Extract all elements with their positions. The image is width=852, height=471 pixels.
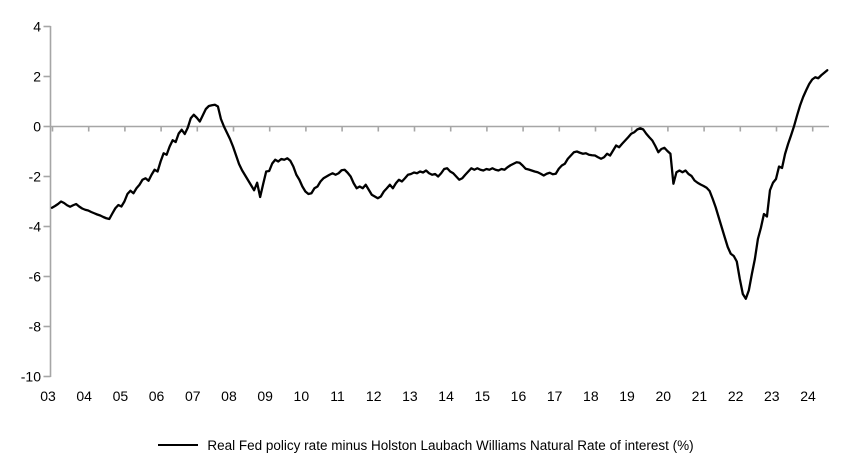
y-axis-tick-label: 0 [33, 119, 41, 135]
x-axis-tick-label: 14 [438, 388, 454, 404]
y-axis-tick-label: -8 [29, 319, 42, 335]
x-axis-tick-label: 05 [113, 388, 129, 404]
x-axis-tick-label: 08 [221, 388, 237, 404]
legend-label: Real Fed policy rate minus Holston Lauba… [207, 437, 694, 453]
chart-legend: Real Fed policy rate minus Holston Lauba… [0, 435, 852, 455]
x-axis-tick-label: 20 [655, 388, 671, 404]
y-axis-tick-label: 2 [33, 69, 41, 85]
x-axis-tick-label: 24 [800, 388, 816, 404]
x-axis-tick-label: 13 [402, 388, 418, 404]
x-axis-tick-label: 11 [330, 388, 345, 404]
x-axis-tick-label: 04 [76, 388, 92, 404]
x-axis-tick-label: 23 [764, 388, 780, 404]
x-axis-tick-label: 03 [40, 388, 56, 404]
y-axis-tick-label: -4 [29, 219, 42, 235]
x-axis-tick-label: 18 [583, 388, 599, 404]
y-axis-tick-label: -10 [21, 369, 41, 385]
x-axis-tick-label: 17 [547, 388, 563, 404]
x-axis-tick-label: 16 [511, 388, 527, 404]
x-axis-tick-label: 06 [149, 388, 165, 404]
x-axis-tick-label: 22 [728, 388, 744, 404]
legend-line-swatch [158, 444, 199, 446]
x-axis-tick-label: 12 [366, 388, 382, 404]
x-axis-tick-label: 10 [294, 388, 310, 404]
x-axis-tick-label: 19 [619, 388, 635, 404]
x-axis-tick-label: 21 [692, 388, 708, 404]
x-axis-tick-label: 07 [185, 388, 201, 404]
y-axis-tick-label: -2 [29, 169, 42, 185]
data-series-line [50, 69, 829, 300]
x-axis-tick-label: 09 [257, 388, 273, 404]
y-axis-tick-label: 4 [33, 19, 41, 35]
x-axis-tick-label: 15 [474, 388, 490, 404]
y-axis-tick-label: -6 [29, 269, 42, 285]
